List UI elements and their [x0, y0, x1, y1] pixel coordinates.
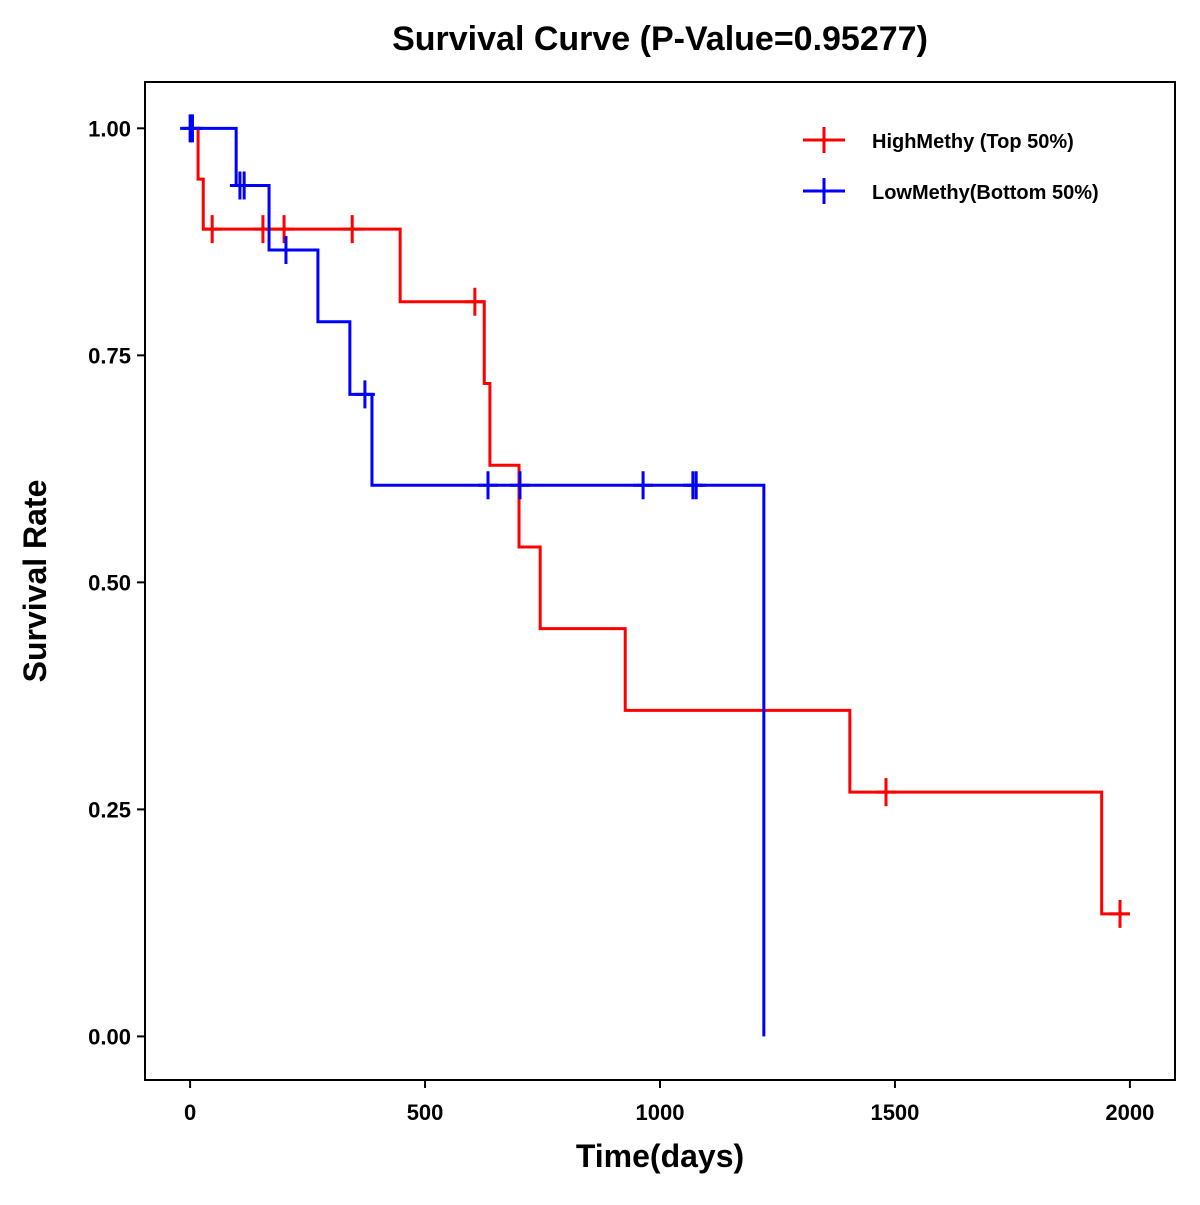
x-tick-label: 2000: [1105, 1100, 1154, 1125]
censor-mark: [686, 471, 707, 500]
x-axis-label: Time(days): [576, 1138, 744, 1174]
censor-mark: [1110, 899, 1131, 928]
y-tick-label: 1.00: [88, 116, 131, 141]
x-tick-label: 1500: [870, 1100, 919, 1125]
censor-mark: [876, 778, 897, 807]
legend-key: [803, 178, 845, 204]
legend-key: [803, 127, 845, 153]
y-tick-label: 0.50: [88, 570, 131, 595]
censor-mark: [633, 471, 654, 500]
chart-title: Survival Curve (P-Value=0.95277): [392, 20, 928, 58]
legend: HighMethy (Top 50%) LowMethy(Bottom 50%): [803, 127, 1099, 204]
y-tick-label: 0.00: [88, 1024, 131, 1049]
censor-mark: [202, 215, 223, 244]
censor-mark: [234, 171, 255, 200]
plot-frame: [144, 81, 1176, 1081]
x-tick-label: 0: [184, 1100, 196, 1125]
censor-mark: [464, 287, 485, 316]
legend-label: LowMethy(Bottom 50%): [872, 182, 1099, 204]
survival-curve-1: [190, 126, 766, 1037]
legend-label: HighMethy (Top 50%): [872, 131, 1074, 153]
censor-mark: [275, 235, 296, 264]
y-axis-label: Survival Rate: [17, 480, 53, 683]
x-tick-label: 1000: [636, 1100, 685, 1125]
censor-mark: [182, 114, 203, 143]
y-tick-label: 0.25: [88, 797, 131, 822]
censor-mark: [478, 471, 499, 500]
censor-mark: [274, 215, 295, 244]
survival-curve-0: [190, 126, 1130, 916]
censor-mark: [509, 471, 530, 500]
censor-mark: [342, 215, 363, 244]
x-tick-label: 500: [407, 1100, 444, 1125]
censor-mark: [354, 380, 375, 409]
y-tick-label: 0.75: [88, 343, 131, 368]
